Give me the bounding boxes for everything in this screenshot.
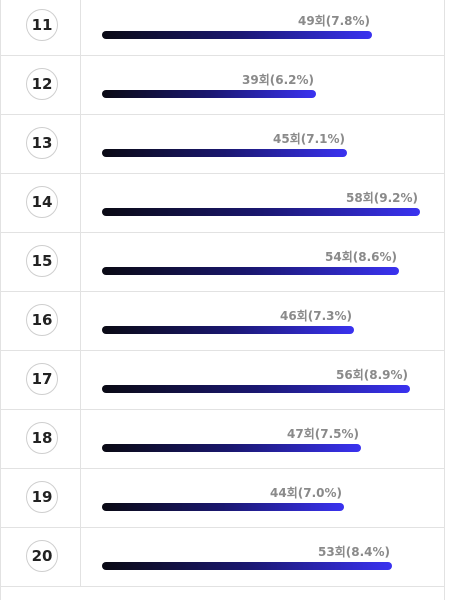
number-cell: 16 bbox=[1, 292, 81, 350]
number-cell: 20 bbox=[1, 528, 81, 586]
number-cell: 17 bbox=[1, 351, 81, 409]
number-ball: 11 bbox=[26, 9, 58, 41]
number-cell: 12 bbox=[1, 56, 81, 114]
number-cell: 13 bbox=[1, 115, 81, 173]
bar-track: 53회(8.4%) bbox=[102, 545, 392, 570]
table-row: 18 47회(7.5%) bbox=[1, 410, 444, 469]
frequency-label: 56회(8.9%) bbox=[336, 368, 408, 382]
frequency-bar bbox=[102, 444, 361, 452]
bar-track: 58회(9.2%) bbox=[102, 191, 420, 216]
frequency-bar bbox=[102, 503, 344, 511]
bar-track: 56회(8.9%) bbox=[102, 368, 410, 393]
bar-track: 54회(8.6%) bbox=[102, 250, 399, 275]
number-cell: 18 bbox=[1, 410, 81, 468]
number-ball: 19 bbox=[26, 481, 58, 513]
frequency-label: 45회(7.1%) bbox=[273, 132, 345, 146]
frequency-label: 58회(9.2%) bbox=[346, 191, 418, 205]
bar-cell: 47회(7.5%) bbox=[82, 410, 444, 468]
number-ball: 18 bbox=[26, 422, 58, 454]
table-row: 14 58회(9.2%) bbox=[1, 174, 444, 233]
number-ball: 12 bbox=[26, 68, 58, 100]
frequency-bar bbox=[102, 31, 372, 39]
number-ball: 20 bbox=[26, 540, 58, 572]
table-row: 16 46회(7.3%) bbox=[1, 292, 444, 351]
bar-track: 46회(7.3%) bbox=[102, 309, 354, 334]
bar-cell: 56회(8.9%) bbox=[82, 351, 444, 409]
bar-cell: 54회(8.6%) bbox=[82, 233, 444, 291]
frequency-bar bbox=[102, 208, 420, 216]
frequency-label: 46회(7.3%) bbox=[280, 309, 352, 323]
bar-cell: 39회(6.2%) bbox=[82, 56, 444, 114]
frequency-label: 47회(7.5%) bbox=[287, 427, 359, 441]
bar-cell: 44회(7.0%) bbox=[82, 469, 444, 527]
table-row: 19 44회(7.0%) bbox=[1, 469, 444, 528]
bar-cell: 45회(7.1%) bbox=[82, 115, 444, 173]
bar-track: 45회(7.1%) bbox=[102, 132, 347, 157]
bar-track: 39회(6.2%) bbox=[102, 73, 316, 98]
table-row: 17 56회(8.9%) bbox=[1, 351, 444, 410]
frequency-bar bbox=[102, 90, 316, 98]
number-ball: 17 bbox=[26, 363, 58, 395]
frequency-label: 54회(8.6%) bbox=[325, 250, 397, 264]
table-row: 12 39회(6.2%) bbox=[1, 56, 444, 115]
frequency-label: 39회(6.2%) bbox=[242, 73, 314, 87]
number-ball: 15 bbox=[26, 245, 58, 277]
table-row: 13 45회(7.1%) bbox=[1, 115, 444, 174]
number-ball: 13 bbox=[26, 127, 58, 159]
frequency-label: 53회(8.4%) bbox=[318, 545, 390, 559]
frequency-bar bbox=[102, 385, 410, 393]
bar-cell: 53회(8.4%) bbox=[82, 528, 444, 586]
frequency-bar bbox=[102, 149, 347, 157]
frequency-bar bbox=[102, 267, 399, 275]
frequency-bar bbox=[102, 326, 354, 334]
frequency-bar bbox=[102, 562, 392, 570]
number-ball: 14 bbox=[26, 186, 58, 218]
frequency-label: 44회(7.0%) bbox=[270, 486, 342, 500]
number-cell: 14 bbox=[1, 174, 81, 232]
frequency-label: 49회(7.8%) bbox=[298, 14, 370, 28]
bar-cell: 49회(7.8%) bbox=[82, 0, 444, 55]
table-row: 15 54회(8.6%) bbox=[1, 233, 444, 292]
bar-track: 44회(7.0%) bbox=[102, 486, 344, 511]
bar-track: 47회(7.5%) bbox=[102, 427, 361, 452]
bar-cell: 46회(7.3%) bbox=[82, 292, 444, 350]
table-row: 11 49회(7.8%) bbox=[1, 0, 444, 56]
number-cell: 15 bbox=[1, 233, 81, 291]
bar-track: 49회(7.8%) bbox=[102, 14, 372, 39]
table-row: 20 53회(8.4%) bbox=[1, 528, 444, 587]
number-cell: 19 bbox=[1, 469, 81, 527]
number-ball: 16 bbox=[26, 304, 58, 336]
number-cell: 11 bbox=[1, 0, 81, 55]
bar-cell: 58회(9.2%) bbox=[82, 174, 444, 232]
